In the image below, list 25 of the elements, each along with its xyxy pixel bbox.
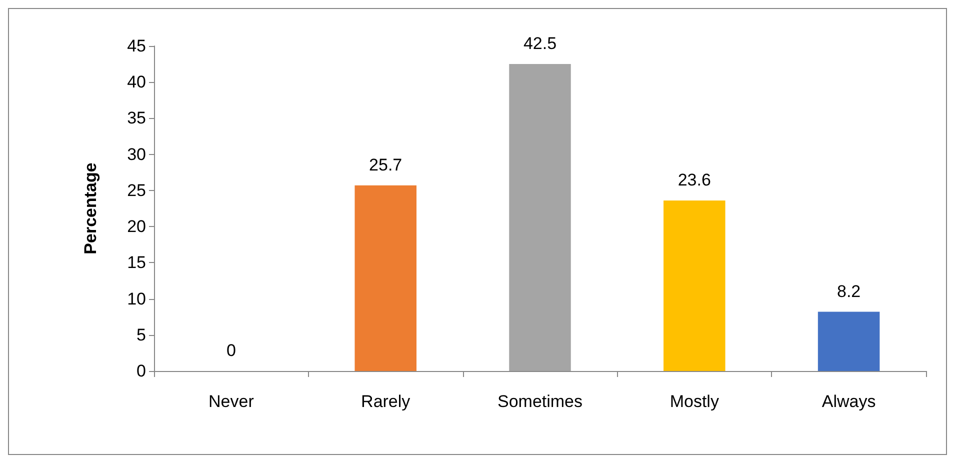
y-tick-label: 35 (127, 108, 146, 128)
bar (664, 200, 726, 371)
y-tick-label: 10 (127, 289, 146, 308)
y-tick-label: 0 (136, 362, 146, 380)
y-tick-label: 30 (127, 144, 146, 164)
data-label: 0 (226, 341, 236, 360)
data-label: 42.5 (523, 34, 557, 54)
y-tick-label: 5 (136, 325, 146, 344)
y-tick-label: 25 (127, 180, 146, 200)
y-tick-label: 45 (127, 36, 146, 56)
y-tick-label: 20 (127, 217, 146, 236)
y-tick-label: 40 (127, 72, 146, 92)
x-tick-label: Mostly (670, 392, 720, 411)
y-tick-label: 15 (127, 253, 146, 272)
x-tick-label: Always (822, 392, 876, 411)
data-label: 8.2 (836, 282, 861, 301)
x-tick-label: Sometimes (497, 392, 583, 411)
data-label: 23.6 (678, 170, 711, 190)
data-label: 25.7 (369, 155, 402, 174)
x-tick-label: Rarely (361, 392, 411, 411)
bar (818, 312, 880, 371)
x-tick-label: Never (208, 392, 254, 411)
bar (354, 185, 416, 371)
y-axis-title: Percentage (81, 162, 100, 254)
bar (509, 64, 571, 371)
